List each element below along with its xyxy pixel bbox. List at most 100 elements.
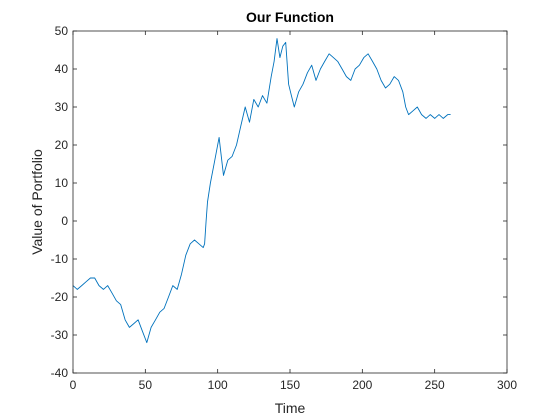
y-tick-label: 50	[55, 24, 69, 38]
data-point	[194, 239, 195, 240]
data-point	[282, 46, 283, 47]
data-point	[355, 68, 356, 69]
data-point	[405, 106, 406, 107]
y-tick-label: -30	[51, 328, 69, 342]
data-point	[258, 106, 259, 107]
data-point	[315, 80, 316, 81]
data-point	[249, 122, 250, 123]
data-point	[302, 84, 303, 85]
data-point	[210, 182, 211, 183]
data-point	[142, 331, 143, 332]
data-point	[204, 243, 205, 244]
data-point	[185, 255, 186, 256]
data-point	[337, 61, 338, 62]
data-point	[434, 118, 435, 119]
data-point	[103, 289, 104, 290]
y-tick-label: 40	[55, 62, 69, 76]
data-point	[333, 57, 334, 58]
data-point	[190, 243, 191, 244]
data-point	[320, 68, 321, 69]
data-point	[294, 106, 295, 107]
data-point	[342, 68, 343, 69]
data-point	[359, 65, 360, 66]
data-point	[207, 201, 208, 202]
data-point	[168, 296, 169, 297]
data-point	[138, 319, 139, 320]
data-point	[274, 61, 275, 62]
data-point	[253, 99, 254, 100]
y-tick-label: -20	[51, 290, 69, 304]
data-point	[298, 91, 299, 92]
data-point	[408, 114, 409, 115]
data-point	[311, 65, 312, 66]
data-point	[417, 106, 418, 107]
y-axis-label: Value of Portfolio	[29, 149, 45, 255]
x-tick-label: 250	[425, 378, 445, 392]
data-point	[112, 293, 113, 294]
data-point	[266, 103, 267, 104]
chart-title: Our Function	[246, 9, 334, 25]
data-point	[285, 42, 286, 43]
data-point	[271, 76, 272, 77]
data-point	[394, 76, 395, 77]
data-point	[398, 80, 399, 81]
data-point	[214, 160, 215, 161]
data-point	[363, 57, 364, 58]
data-point	[376, 68, 377, 69]
data-point	[177, 289, 178, 290]
data-point	[307, 72, 308, 73]
y-tick-label: 10	[55, 176, 69, 190]
data-point	[227, 160, 228, 161]
data-point	[288, 84, 289, 85]
data-point	[155, 319, 156, 320]
x-tick-label: 300	[497, 378, 517, 392]
x-tick-label: 50	[139, 378, 153, 392]
data-point	[133, 323, 134, 324]
data-point	[402, 91, 403, 92]
data-point	[447, 114, 448, 115]
data-point	[279, 57, 280, 58]
data-point	[450, 114, 451, 115]
data-point	[430, 114, 431, 115]
data-point	[223, 175, 224, 176]
tick-layer: 0 50 100 150 200 250 300 -40 -30 -20 -10 0 10 20 30 40 5…	[51, 24, 518, 392]
y-tick-label: -40	[51, 366, 69, 380]
data-point	[245, 106, 246, 107]
data-point	[368, 53, 369, 54]
plot-area	[73, 31, 507, 373]
data-point	[291, 95, 292, 96]
data-point	[385, 87, 386, 88]
data-point	[381, 80, 382, 81]
data-point	[203, 247, 204, 248]
data-point	[198, 243, 199, 244]
data-point	[77, 289, 78, 290]
data-point	[329, 53, 330, 54]
data-point	[159, 312, 160, 313]
y-tick-label: 30	[55, 100, 69, 114]
data-point	[151, 327, 152, 328]
data-point	[262, 95, 263, 96]
data-point	[425, 118, 426, 119]
data-point	[146, 342, 147, 343]
data-point	[438, 114, 439, 115]
data-point	[107, 285, 108, 286]
x-tick-label: 200	[352, 378, 372, 392]
data-point	[236, 144, 237, 145]
data-point	[94, 277, 95, 278]
data-point	[389, 84, 390, 85]
x-axis-label: Time	[275, 400, 306, 416]
data-point	[125, 319, 126, 320]
x-tick-label: 0	[70, 378, 77, 392]
data-point	[98, 285, 99, 286]
data-point	[116, 300, 117, 301]
data-point	[129, 327, 130, 328]
y-tick-label: 20	[55, 138, 69, 152]
data-layer	[72, 38, 451, 344]
data-point	[372, 61, 373, 62]
x-tick-label: 150	[280, 378, 300, 392]
data-point	[90, 277, 91, 278]
data-point	[172, 285, 173, 286]
y-tick-label: -10	[51, 252, 69, 266]
